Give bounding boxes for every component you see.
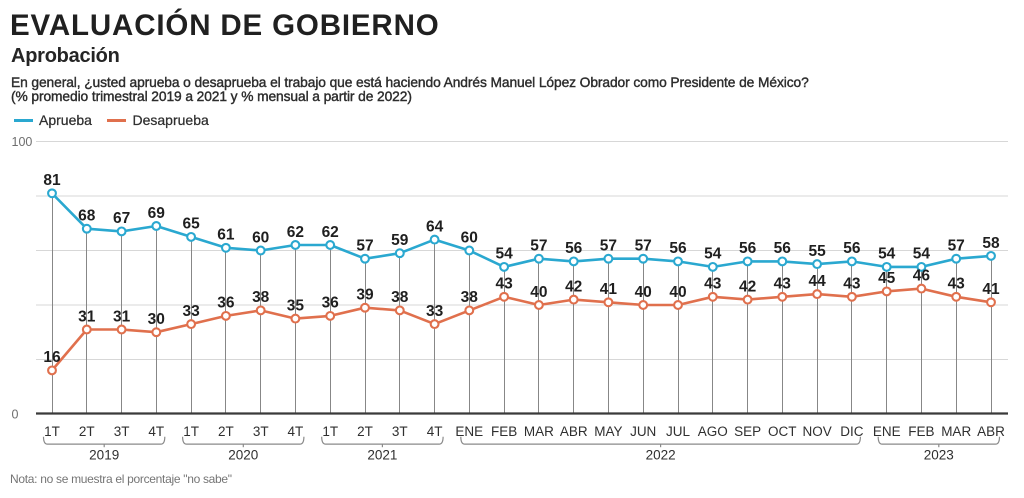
svg-text:2T: 2T xyxy=(79,424,95,439)
svg-text:64: 64 xyxy=(426,218,444,235)
svg-text:68: 68 xyxy=(78,208,96,225)
svg-text:61: 61 xyxy=(217,227,235,244)
svg-text:0: 0 xyxy=(12,407,19,421)
svg-text:62: 62 xyxy=(322,224,339,241)
svg-text:33: 33 xyxy=(182,303,200,320)
svg-text:54: 54 xyxy=(495,246,513,263)
svg-text:46: 46 xyxy=(913,267,931,284)
svg-text:35: 35 xyxy=(287,297,305,314)
svg-text:42: 42 xyxy=(739,278,756,295)
svg-text:43: 43 xyxy=(774,276,792,293)
svg-text:56: 56 xyxy=(565,240,583,257)
svg-text:41: 41 xyxy=(600,281,618,298)
svg-text:3T: 3T xyxy=(392,424,408,439)
svg-text:60: 60 xyxy=(252,229,269,246)
svg-text:2T: 2T xyxy=(218,424,234,439)
svg-text:FEB: FEB xyxy=(491,424,517,439)
svg-text:43: 43 xyxy=(843,276,861,293)
svg-text:56: 56 xyxy=(669,240,687,257)
svg-text:40: 40 xyxy=(669,284,686,301)
svg-text:2020: 2020 xyxy=(228,448,258,463)
svg-text:NOV: NOV xyxy=(802,424,831,439)
svg-text:54: 54 xyxy=(878,246,896,263)
svg-text:31: 31 xyxy=(78,308,96,325)
svg-text:4T: 4T xyxy=(148,424,164,439)
svg-text:2T: 2T xyxy=(357,424,373,439)
svg-text:69: 69 xyxy=(148,205,166,222)
svg-text:1T: 1T xyxy=(322,424,338,439)
svg-text:56: 56 xyxy=(739,240,757,257)
svg-text:AGO: AGO xyxy=(698,424,728,439)
svg-text:40: 40 xyxy=(530,284,547,301)
svg-text:56: 56 xyxy=(843,240,861,257)
svg-text:DIC: DIC xyxy=(840,424,864,439)
svg-text:OCT: OCT xyxy=(768,424,797,439)
svg-text:41: 41 xyxy=(982,281,1000,298)
svg-text:59: 59 xyxy=(391,232,409,249)
svg-text:33: 33 xyxy=(426,303,444,320)
svg-text:38: 38 xyxy=(461,289,479,306)
svg-text:MAR: MAR xyxy=(524,424,554,439)
svg-text:JUN: JUN xyxy=(630,424,656,439)
svg-text:65: 65 xyxy=(182,216,200,233)
svg-text:39: 39 xyxy=(356,287,374,304)
svg-text:45: 45 xyxy=(878,270,896,287)
svg-text:ENE: ENE xyxy=(455,424,483,439)
svg-text:FEB: FEB xyxy=(908,424,934,439)
svg-text:JUL: JUL xyxy=(666,424,690,439)
svg-text:2019: 2019 xyxy=(89,448,119,463)
svg-text:4T: 4T xyxy=(427,424,443,439)
svg-text:67: 67 xyxy=(113,210,130,227)
svg-text:MAY: MAY xyxy=(594,424,622,439)
svg-text:54: 54 xyxy=(704,246,722,263)
svg-text:30: 30 xyxy=(148,311,165,328)
svg-text:43: 43 xyxy=(948,276,966,293)
svg-text:ABR: ABR xyxy=(977,424,1005,439)
svg-text:SEP: SEP xyxy=(734,424,761,439)
svg-text:31: 31 xyxy=(113,308,131,325)
svg-text:MAR: MAR xyxy=(941,424,971,439)
svg-text:62: 62 xyxy=(287,224,304,241)
svg-text:36: 36 xyxy=(322,295,340,312)
svg-text:ENE: ENE xyxy=(873,424,901,439)
svg-text:81: 81 xyxy=(43,172,61,189)
svg-text:40: 40 xyxy=(635,284,652,301)
svg-text:3T: 3T xyxy=(114,424,130,439)
svg-text:38: 38 xyxy=(252,289,270,306)
svg-text:43: 43 xyxy=(704,276,722,293)
svg-text:57: 57 xyxy=(948,238,965,255)
svg-text:57: 57 xyxy=(530,238,547,255)
svg-text:57: 57 xyxy=(635,238,652,255)
svg-text:2021: 2021 xyxy=(367,448,397,463)
svg-text:3T: 3T xyxy=(253,424,269,439)
svg-text:43: 43 xyxy=(495,276,513,293)
svg-text:56: 56 xyxy=(774,240,792,257)
svg-text:54: 54 xyxy=(913,246,931,263)
svg-text:57: 57 xyxy=(356,238,373,255)
svg-text:2022: 2022 xyxy=(646,448,676,463)
svg-text:ABR: ABR xyxy=(560,424,588,439)
svg-text:4T: 4T xyxy=(288,424,304,439)
svg-text:36: 36 xyxy=(217,295,235,312)
svg-text:44: 44 xyxy=(808,273,826,290)
svg-text:58: 58 xyxy=(982,235,1000,252)
svg-text:42: 42 xyxy=(565,278,582,295)
svg-text:2023: 2023 xyxy=(924,448,954,463)
svg-text:100: 100 xyxy=(12,135,33,149)
svg-text:16: 16 xyxy=(43,349,61,366)
svg-text:57: 57 xyxy=(600,238,617,255)
svg-text:60: 60 xyxy=(461,229,478,246)
svg-text:38: 38 xyxy=(391,289,409,306)
svg-text:55: 55 xyxy=(808,243,826,260)
svg-text:1T: 1T xyxy=(44,424,60,439)
svg-text:1T: 1T xyxy=(183,424,199,439)
